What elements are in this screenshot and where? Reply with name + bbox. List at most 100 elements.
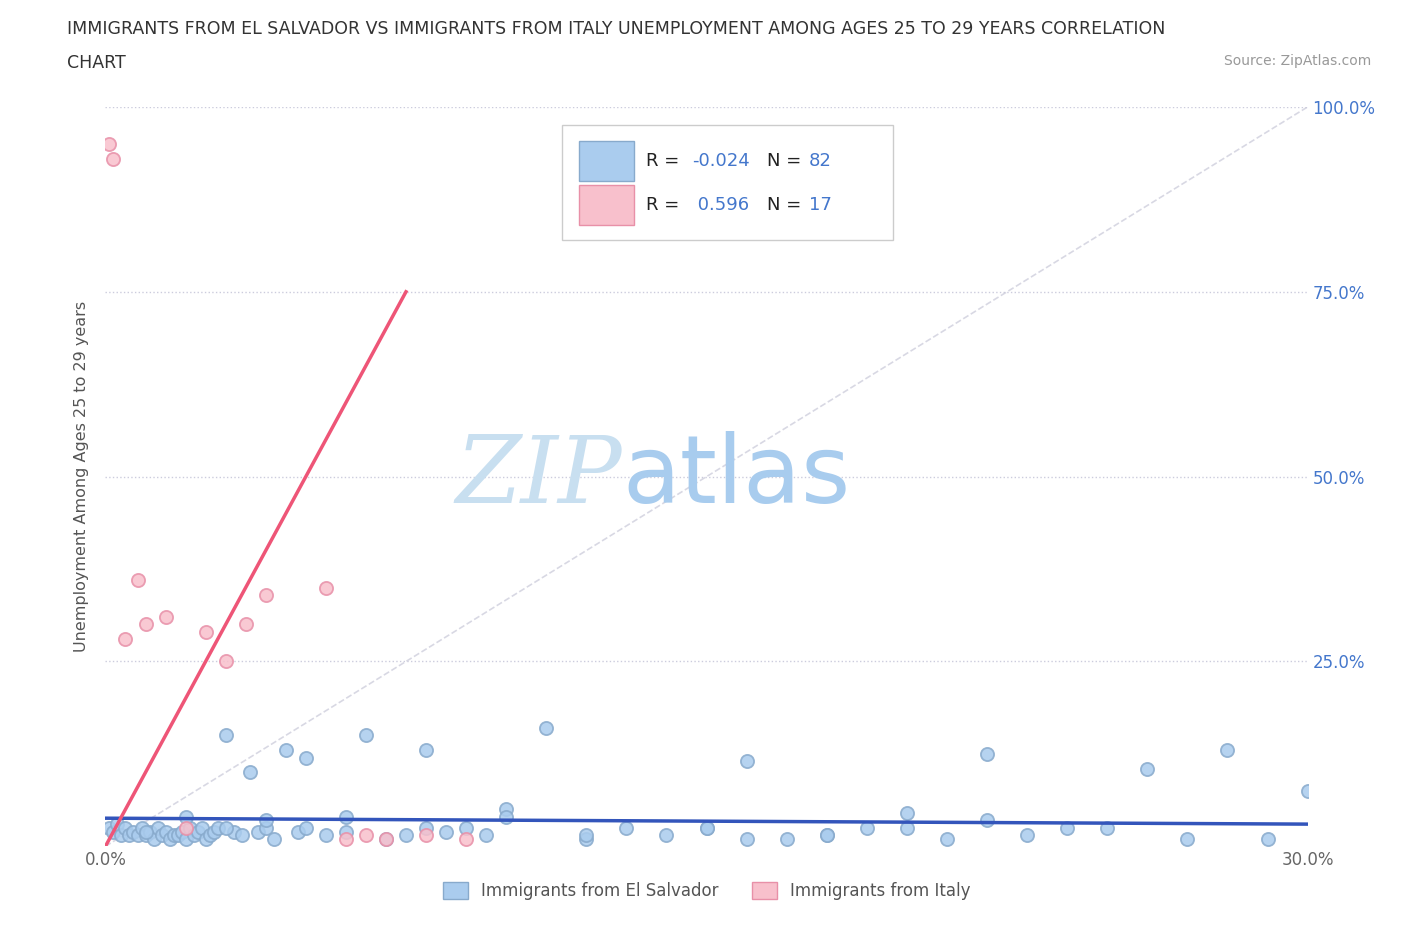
Point (735, 831, 758, 846)
Point (1216, 743, 1239, 758)
Point (135, 824, 157, 839)
Point (174, 831, 197, 846)
Point (1177, 831, 1199, 846)
Point (335, 831, 357, 846)
Point (295, 751, 318, 765)
Point (214, 820, 236, 835)
Point (815, 828, 838, 843)
Point (179, 820, 201, 835)
Point (254, 820, 277, 835)
Text: R =: R = (647, 196, 685, 214)
Point (475, 828, 498, 843)
Point (575, 831, 598, 846)
Point (155, 610, 177, 625)
Text: IMMIGRANTS FROM EL SALVADOR VS IMMIGRANTS FROM ITALY UNEMPLOYMENT AMONG AGES 25 : IMMIGRANTS FROM EL SALVADOR VS IMMIGRANT… (67, 20, 1166, 38)
Point (103, 152, 125, 166)
Point (415, 820, 437, 835)
Point (254, 813, 277, 828)
Point (655, 828, 678, 843)
Point (214, 728, 236, 743)
Point (174, 820, 197, 835)
Point (896, 805, 918, 820)
Point (198, 828, 221, 843)
Point (107, 817, 129, 831)
Point (190, 820, 212, 835)
Point (295, 820, 318, 835)
Text: Source: ZipAtlas.com: Source: ZipAtlas.com (1223, 54, 1371, 68)
Point (335, 824, 357, 839)
Text: CHART: CHART (67, 54, 127, 72)
Legend: Immigrants from El Salvador, Immigrants from Italy: Immigrants from El Salvador, Immigrants … (434, 873, 979, 909)
Y-axis label: Unemployment Among Ages 25 to 29 years: Unemployment Among Ages 25 to 29 years (75, 301, 90, 652)
Point (315, 580, 337, 595)
Point (896, 820, 918, 835)
Point (118, 828, 141, 843)
Point (575, 828, 598, 843)
Point (127, 828, 149, 843)
Point (222, 824, 245, 839)
Point (162, 828, 184, 843)
Point (135, 618, 157, 632)
Point (495, 802, 517, 817)
Point (434, 824, 457, 839)
Point (855, 820, 877, 835)
Point (335, 809, 357, 824)
Text: N =: N = (766, 152, 807, 170)
Point (374, 831, 398, 846)
Point (214, 654, 236, 669)
Point (114, 820, 136, 835)
Point (1017, 828, 1039, 843)
Point (696, 820, 718, 835)
Point (354, 728, 377, 743)
Point (98, 137, 121, 152)
Point (150, 828, 173, 843)
Point (159, 831, 181, 846)
FancyBboxPatch shape (579, 141, 634, 181)
Point (146, 820, 169, 835)
Point (495, 809, 517, 824)
Point (263, 831, 285, 846)
Point (1097, 820, 1119, 835)
Point (183, 828, 205, 843)
Point (415, 828, 437, 843)
Point (274, 743, 297, 758)
Text: atlas: atlas (623, 431, 851, 523)
Point (202, 824, 225, 839)
FancyBboxPatch shape (579, 185, 634, 225)
Point (976, 747, 998, 762)
Point (1257, 831, 1279, 846)
Point (127, 573, 149, 588)
Point (138, 824, 160, 839)
Point (616, 820, 638, 835)
Point (454, 831, 477, 846)
Point (194, 624, 217, 639)
Point (735, 754, 758, 769)
Point (395, 828, 418, 843)
Point (374, 831, 398, 846)
Point (207, 820, 229, 835)
Text: 0.596: 0.596 (692, 196, 749, 214)
Point (135, 828, 157, 843)
Point (166, 828, 188, 843)
Point (122, 824, 145, 839)
Point (114, 631, 136, 646)
Point (354, 828, 377, 843)
Point (239, 764, 262, 779)
Point (231, 828, 253, 843)
FancyBboxPatch shape (562, 126, 893, 240)
Point (1136, 762, 1159, 777)
Point (976, 813, 998, 828)
Point (246, 824, 269, 839)
Text: 17: 17 (808, 196, 831, 214)
Point (170, 824, 193, 839)
Point (1296, 783, 1319, 798)
Point (98, 820, 121, 835)
Point (454, 820, 477, 835)
Point (1056, 820, 1078, 835)
Point (103, 824, 125, 839)
Point (131, 820, 153, 835)
Point (194, 831, 217, 846)
Point (534, 721, 557, 736)
Point (415, 743, 437, 758)
Text: N =: N = (766, 196, 807, 214)
